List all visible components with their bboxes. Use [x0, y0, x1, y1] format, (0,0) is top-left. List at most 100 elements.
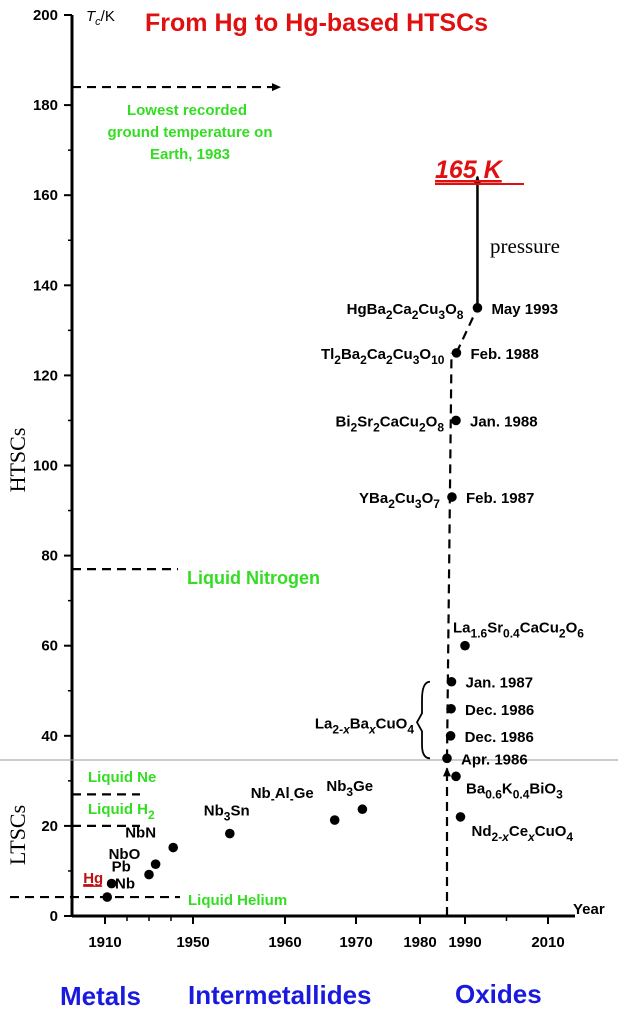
formula-part: O [426, 413, 438, 430]
chart-title: From Hg to Hg-based HTSCs [145, 9, 488, 37]
liquid-ne-label: Liquid Ne [88, 769, 156, 786]
point-label: La2-xBaxCuO4 [315, 715, 414, 736]
point-date-label: Dec. 1986 [465, 702, 534, 719]
formula-part: 3 [438, 308, 445, 322]
formula-part: Sn [230, 803, 249, 820]
x-tick-label: 1970 [339, 934, 372, 951]
formula-part: O [129, 846, 141, 863]
formula-part: Bi [529, 780, 544, 797]
formula-part: 8 [457, 308, 464, 322]
y-tick-label: 200 [33, 7, 58, 24]
data-point [442, 753, 452, 764]
formula-part: 2 [373, 420, 380, 434]
formula-part: 1.6 [471, 627, 488, 641]
data-point [451, 771, 461, 782]
formula-part: x [527, 830, 536, 844]
formula-part: Y [359, 490, 369, 507]
formula-part: O [555, 823, 567, 840]
formula-part: N [145, 825, 156, 842]
y-tick-label: 60 [41, 638, 58, 655]
y-axis-label-unit: /K [101, 8, 115, 25]
lowest-temp-label-1: Lowest recorded [127, 102, 247, 119]
y-axis-label: Tc/K [86, 8, 115, 28]
formula-part: Cu [535, 823, 555, 840]
formula-part: 3 [415, 497, 422, 511]
formula-part: Ge [294, 785, 314, 802]
x-tick-label: 1980 [403, 934, 436, 951]
point-date-label: Feb. 1987 [466, 490, 534, 507]
y-tick-label: 140 [33, 277, 58, 294]
formula-part: -x [339, 722, 351, 736]
formula-part: Ce [509, 823, 528, 840]
formula-part: Ba [367, 301, 387, 318]
y-tick-label: 180 [33, 97, 58, 114]
formula-part: Pb [112, 859, 131, 876]
data-point [451, 415, 461, 426]
formula-part: Nb [115, 876, 135, 893]
y-tick-label: 0 [50, 908, 58, 925]
formula-part: 2 [351, 420, 358, 434]
formula-part: 2 [360, 353, 367, 367]
formula-part: Cu [393, 346, 413, 363]
formula-part: Al [275, 785, 290, 802]
htscs-label: HTSCs [5, 428, 30, 493]
era-metals: Metals [60, 981, 141, 1011]
y-tick-label: 20 [41, 818, 58, 835]
reference-lines [10, 83, 482, 916]
formula-part: Nb [326, 778, 346, 795]
oxide-trajectory-hg [455, 307, 479, 354]
formula-part: 7 [433, 497, 440, 511]
data-point [447, 492, 457, 502]
y-tick-label: 40 [41, 728, 58, 745]
formula-part: Cu [539, 620, 559, 637]
formula-part: 2 [332, 722, 339, 736]
point-label: Tl2Ba2Ca2Cu3O10 [321, 346, 445, 367]
formula-part: x [368, 722, 377, 736]
formula-part: 4 [407, 722, 414, 736]
liquid-h2-label: Liquid H2 [88, 801, 155, 822]
formula-part: Ba [369, 490, 389, 507]
formula-part: Ca [380, 413, 400, 430]
formula-part: 0.4 [513, 787, 530, 801]
data-point [446, 676, 457, 687]
formula-part: Tl [321, 346, 334, 363]
y-tick-label: 100 [33, 458, 58, 475]
liquid-helium-label: Liquid Helium [188, 892, 287, 909]
formula-part: Ba [341, 346, 361, 363]
point-date-label: Apr. 1986 [461, 751, 528, 768]
lowest-temp-label-3: Earth, 1983 [150, 146, 230, 163]
formula-part: Sr [357, 413, 373, 430]
x-tick-label: 1960 [268, 934, 301, 951]
y-tick-label: 160 [33, 187, 58, 204]
formula-part: Ca [367, 346, 387, 363]
axes: 0 20 40 60 80 100 120 140 160 180 200 1910 1950 1960 1… [0, 7, 618, 951]
formula-part: Ge [353, 778, 373, 795]
data-point [150, 859, 161, 869]
formula-part: O [445, 301, 457, 318]
record-label: 165 K [435, 156, 504, 184]
point-label: Nb [115, 876, 135, 893]
formula-part: -x [498, 830, 510, 844]
formula-part: Cu [376, 715, 396, 732]
x-axis-label: Year [573, 901, 605, 918]
data-point [225, 828, 235, 839]
formula-part: 10 [431, 353, 445, 367]
formula-part: Nb [125, 825, 145, 842]
liquid-h2-sub: 2 [148, 808, 155, 822]
formula-part: 2 [388, 497, 395, 511]
formula-part: O [419, 346, 431, 363]
point-date-label: Jan. 1987 [466, 675, 534, 692]
data-point [144, 869, 154, 880]
point-label: Nb3Sn [204, 803, 250, 824]
point-date-label: May 1993 [491, 301, 558, 318]
formula-part: 2 [559, 627, 566, 641]
liquid-h2-text: Liquid H [88, 801, 148, 818]
era-intermetallides: Intermetallides [188, 980, 372, 1010]
formula-part: Ba [350, 715, 370, 732]
formula-part: Cu [399, 413, 419, 430]
formula-part: Ca [520, 620, 540, 637]
formula-part: 0.4 [503, 627, 520, 641]
x-tick-label: 1990 [448, 934, 481, 951]
y-axis-label-sub: c [95, 16, 101, 28]
